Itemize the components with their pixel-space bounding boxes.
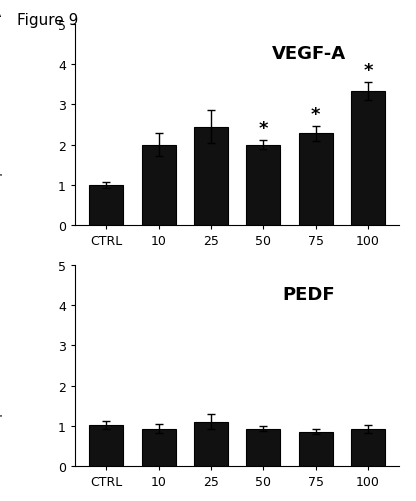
Bar — [246, 145, 280, 225]
Bar — [141, 145, 176, 225]
Y-axis label: Relative fold change
Experimental vs CTRL: Relative fold change Experimental vs CTR… — [0, 301, 3, 430]
Bar — [246, 429, 280, 466]
Text: B: B — [0, 241, 1, 262]
Bar — [299, 134, 333, 225]
Bar — [89, 425, 123, 466]
Text: VEGF-A: VEGF-A — [272, 45, 346, 63]
Text: *: * — [311, 106, 320, 124]
Bar — [351, 92, 385, 225]
Bar — [299, 432, 333, 466]
Text: BMP-4 (ng/ml): BMP-4 (ng/ml) — [221, 302, 305, 315]
Bar — [141, 429, 176, 466]
Text: *: * — [258, 119, 268, 137]
Bar — [194, 422, 228, 466]
Bar — [194, 127, 228, 225]
Y-axis label: Relative fold change
Experimental vs CTRL: Relative fold change Experimental vs CTR… — [0, 61, 3, 190]
Text: PEDF: PEDF — [282, 286, 335, 304]
Bar — [89, 185, 123, 225]
Text: *: * — [363, 62, 373, 80]
Bar — [351, 429, 385, 466]
Text: A: A — [0, 1, 1, 21]
Text: Figure 9: Figure 9 — [17, 13, 78, 28]
